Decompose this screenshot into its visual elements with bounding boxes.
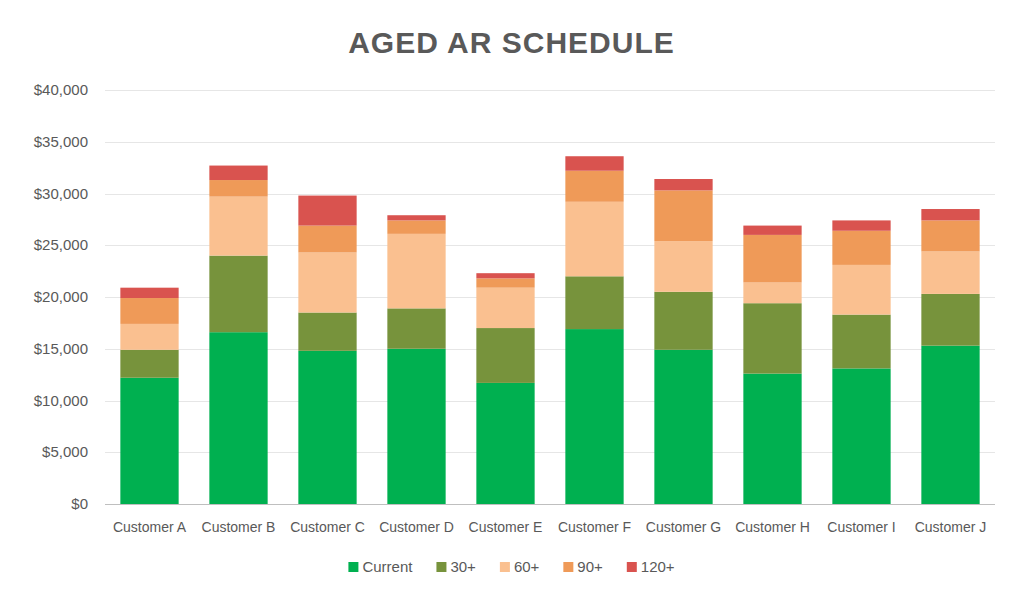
y-tick-label: $30,000 xyxy=(34,185,88,202)
bar-segment xyxy=(832,315,890,369)
page: {"chart_data": { "type": "bar", "stacked… xyxy=(0,0,1023,594)
bar-segment xyxy=(120,378,178,504)
y-tick-label: $25,000 xyxy=(34,236,88,253)
bars xyxy=(120,156,979,504)
y-tick-label: $0 xyxy=(71,495,88,512)
bar-segment xyxy=(120,350,178,378)
y-tick-label: $35,000 xyxy=(34,133,88,150)
bar-segment xyxy=(743,283,801,304)
x-tick-label: Customer H xyxy=(735,519,810,535)
bar-segment xyxy=(743,303,801,373)
bar-segment xyxy=(209,197,267,256)
bar-segment xyxy=(476,278,534,287)
bar-segment xyxy=(120,298,178,324)
x-tick-label: Customer D xyxy=(379,519,454,535)
bar-segment xyxy=(921,294,979,346)
x-tick-label: Customer E xyxy=(469,519,543,535)
legend-label: 60+ xyxy=(514,558,540,575)
bar-segment xyxy=(387,215,445,220)
bar-segment xyxy=(298,313,356,351)
y-tick-label: $10,000 xyxy=(34,392,88,409)
legend-swatch xyxy=(436,562,446,572)
bar-segment xyxy=(832,231,890,265)
legend-swatch xyxy=(627,562,637,572)
bar-segment xyxy=(654,292,712,350)
legend-swatch xyxy=(348,562,358,572)
x-tick-label: Customer I xyxy=(827,519,895,535)
y-tick-label: $40,000 xyxy=(34,81,88,98)
bar-segment xyxy=(565,171,623,202)
grid-line xyxy=(105,142,995,143)
legend-swatch xyxy=(500,562,510,572)
bar-segment xyxy=(209,332,267,504)
x-tick-label: Customer G xyxy=(646,519,721,535)
background xyxy=(0,0,1023,594)
bar-segment xyxy=(298,252,356,312)
bar-segment xyxy=(387,220,445,233)
legend-label: 30+ xyxy=(450,558,476,575)
bar-segment xyxy=(476,383,534,504)
bar-segment xyxy=(565,202,623,277)
bar-segment xyxy=(209,166,267,180)
bar-segment xyxy=(387,308,445,348)
bar-segment xyxy=(832,220,890,230)
x-axis xyxy=(105,504,995,505)
legend: Current 30+ 60+ 90+ 120+ xyxy=(348,558,674,575)
bar-segment xyxy=(654,179,712,190)
x-tick-label: Customer B xyxy=(202,519,276,535)
bar-segment xyxy=(209,256,267,333)
chart: AGED AR SCHEDULE $0 $5,000 $10,000 $15,000 $2… xyxy=(0,0,1023,594)
bar-segment xyxy=(476,273,534,278)
bar-segment xyxy=(832,368,890,504)
bar-segment xyxy=(654,241,712,292)
bar-segment xyxy=(565,156,623,170)
bar-segment xyxy=(921,346,979,504)
bar-segment xyxy=(921,251,979,293)
bar-segment xyxy=(387,349,445,504)
legend-label: 90+ xyxy=(577,558,603,575)
bar-segment xyxy=(565,276,623,329)
legend-swatch xyxy=(563,562,573,572)
bar-segment xyxy=(565,329,623,504)
bar-segment xyxy=(743,374,801,504)
y-tick-label: $15,000 xyxy=(34,340,88,357)
bar-segment xyxy=(298,196,356,226)
x-tick-label: Customer C xyxy=(290,519,365,535)
bar-segment xyxy=(921,209,979,220)
bar-segment xyxy=(298,226,356,253)
bar-segment xyxy=(209,180,267,197)
bar-segment xyxy=(120,324,178,350)
y-tick-label: $5,000 xyxy=(42,443,88,460)
x-tick-label: Customer A xyxy=(113,519,187,535)
bar-segment xyxy=(476,328,534,383)
x-tick-label: Customer J xyxy=(915,519,987,535)
bar-segment xyxy=(476,288,534,328)
bar-segment xyxy=(921,220,979,251)
y-tick-label: $20,000 xyxy=(34,288,88,305)
bar-segment xyxy=(743,226,801,235)
bar-segment xyxy=(654,190,712,241)
title: AGED AR SCHEDULE xyxy=(348,26,675,59)
bar-segment xyxy=(298,351,356,504)
grid-line xyxy=(105,90,995,91)
bar-segment xyxy=(387,234,445,309)
legend-label: 120+ xyxy=(641,558,675,575)
legend-label: Current xyxy=(362,558,413,575)
bar-segment xyxy=(654,350,712,504)
bar-segment xyxy=(120,288,178,298)
bar-segment xyxy=(743,235,801,283)
x-tick-label: Customer F xyxy=(558,519,631,535)
bar-segment xyxy=(832,265,890,315)
